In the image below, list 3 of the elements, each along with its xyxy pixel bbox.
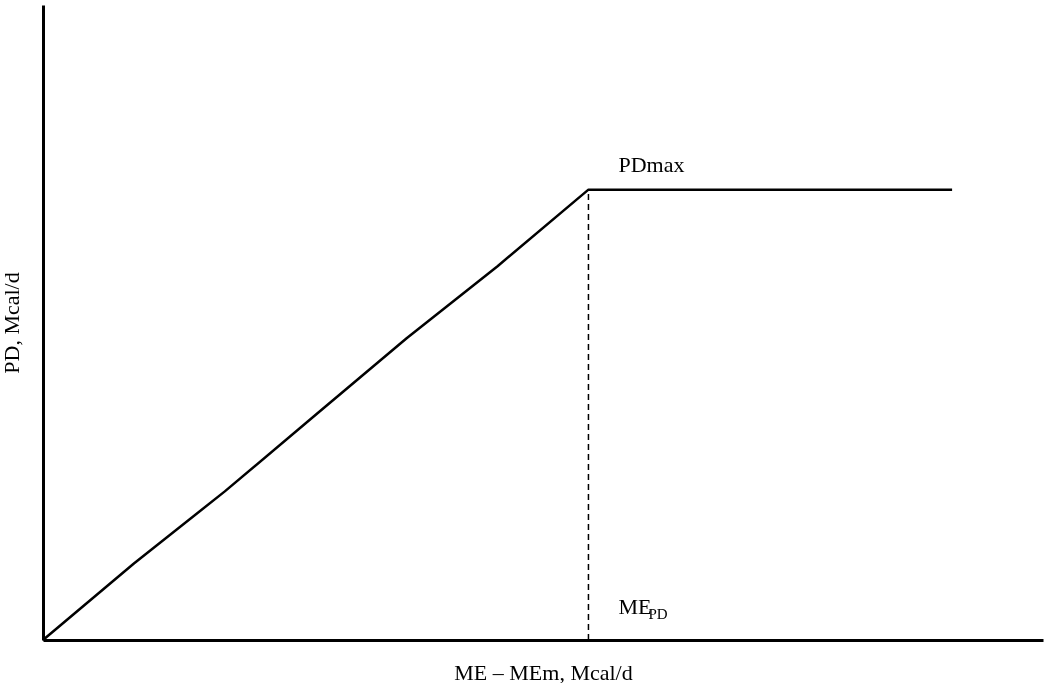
x-axis-title: ME – MEm, Mcal/d [454, 659, 633, 685]
text: PDmax [618, 151, 685, 177]
y-axis-title: PD, Mcal/d [0, 272, 24, 374]
